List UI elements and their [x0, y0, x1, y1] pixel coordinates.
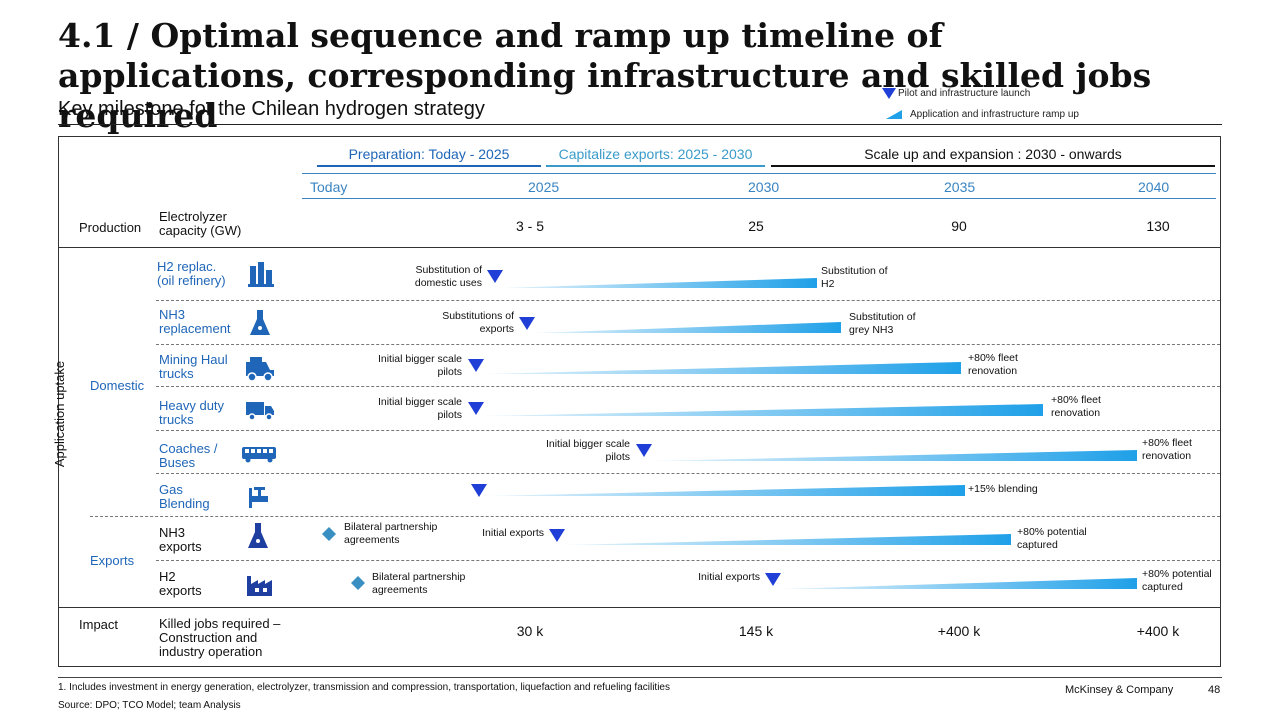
production-value-2040: 130 — [1146, 218, 1170, 234]
year-2035: 2035 — [944, 179, 976, 195]
row-separator — [156, 300, 1220, 301]
impact-label: Killed jobs required – Construction and … — [159, 616, 281, 659]
source-note: Source: DPO; TCO Model; team Analysis — [58, 700, 241, 711]
year-2025: 2025 — [528, 179, 560, 195]
start-text-heavy-duty-trucks: Initial bigger scale pilots — [377, 396, 462, 421]
row-separator — [90, 516, 1220, 517]
year-2030: 2030 — [748, 179, 780, 195]
brand: McKinsey & Company — [1065, 684, 1174, 696]
page-number: 48 — [1208, 684, 1221, 696]
row-separator — [156, 344, 1220, 345]
row-separator — [156, 430, 1220, 431]
end-text-nh3-replacement: Substitution of grey NH3 — [849, 311, 916, 336]
legend-ramp-label: Application and infrastructure ramp up — [910, 108, 1079, 120]
end-text-coaches-buses: +80% fleet renovation — [1142, 437, 1192, 462]
impact-value-2035: +400 k — [937, 623, 981, 639]
row-label-nh3-replacement: NH3 replacement — [159, 307, 231, 336]
end-text-nh3-exports: +80% potential captured — [1017, 526, 1087, 551]
refinery-icon — [248, 262, 274, 287]
flask-icon — [248, 523, 268, 548]
triangle-icon — [882, 88, 896, 99]
production-section-label: Production — [79, 220, 142, 235]
row-separator — [156, 560, 1220, 561]
start-text-coaches-buses: Initial bigger scale pilots — [545, 438, 630, 463]
impact-section-label: Impact — [79, 617, 119, 632]
phase-scale-up: Scale up and expansion : 2030 - onwards — [771, 146, 1215, 167]
bus-icon — [242, 447, 276, 463]
factory-icon — [247, 576, 272, 596]
production-value-2030: 25 — [748, 218, 764, 234]
production-value-2025: 3 - 5 — [515, 218, 544, 234]
end-text-h2-replacement: Substitution of H2 — [821, 265, 888, 290]
page-subtitle: Key milestone for the Chilean hydrogen s… — [58, 98, 485, 120]
legend-pilot-label: Pilot and infrastructure launch — [898, 87, 1031, 99]
year-axis-bottom — [302, 198, 1216, 199]
row-label-coaches-buses: Coaches / Buses — [159, 441, 218, 470]
end-text-h2-exports: +80% potential captured — [1142, 568, 1212, 593]
impact-value-2025: 30 k — [516, 623, 544, 639]
start-text-nh3-replacement: Substitutions of exports — [442, 310, 514, 335]
page-title: 4.1 / Optimal sequence and ramp up timel… — [58, 16, 1152, 135]
header-divider — [58, 124, 1222, 125]
production-value-2035: 90 — [951, 218, 967, 234]
impact-value-2030: 145 k — [738, 623, 774, 639]
end-text-heavy-duty-trucks: +80% fleet renovation — [1051, 394, 1101, 419]
row-separator — [156, 473, 1220, 474]
start-text-h2-exports: Initial exports — [698, 571, 760, 583]
diamond-text-h2-exports: Bilateral partnership agreements — [372, 571, 466, 596]
legend-ramp: Application and infrastructure ramp up — [886, 108, 1079, 120]
exports-label: Exports — [90, 553, 135, 568]
end-text-gas-blending: +15% blending — [968, 483, 1038, 495]
row-label-nh3-exports: NH3 exports — [159, 525, 202, 554]
start-text-h2-replacement: Substitution of domestic uses — [414, 264, 482, 289]
year-today: Today — [310, 179, 348, 195]
valve-icon — [249, 487, 268, 508]
row-separator — [156, 386, 1220, 387]
phase-capitalize: Capitalize exports: 2025 - 2030 — [546, 146, 765, 167]
year-axis-top — [302, 173, 1216, 174]
haul-truck-icon — [246, 357, 274, 382]
ramp-icon — [886, 110, 902, 119]
truck-icon — [246, 402, 274, 421]
start-text-nh3-exports: Initial exports — [482, 527, 544, 539]
domestic-label: Domestic — [90, 378, 145, 393]
phase-preparation-label: Preparation: Today - 2025 — [348, 146, 510, 162]
start-text-mining-haul-trucks: Initial bigger scale pilots — [377, 353, 462, 378]
timeline-frame — [58, 136, 1221, 667]
row-label-heavy-duty-trucks: Heavy duty trucks — [159, 398, 225, 427]
footnote: 1. Includes investment in energy generat… — [58, 682, 670, 693]
phase-capitalize-label: Capitalize exports: 2025 - 2030 — [558, 146, 753, 162]
production-divider — [58, 247, 1221, 248]
phase-preparation: Preparation: Today - 2025 — [317, 146, 541, 167]
row-label-h2-replacement: H2 replac. (oil refinery) — [157, 259, 226, 288]
row-label-h2-exports: H2 exports — [159, 569, 202, 598]
production-label: Electrolyzer capacity (GW) — [159, 209, 242, 238]
flask-icon — [250, 310, 270, 335]
row-label-mining-haul-trucks: Mining Haul trucks — [159, 352, 228, 381]
application-section-label: Application uptake — [52, 360, 67, 468]
row-label-gas-blending: Gas Blending — [159, 482, 210, 511]
diamond-text-nh3-exports: Bilateral partnership agreements — [344, 521, 438, 546]
impact-value-2040: +400 k — [1136, 623, 1180, 639]
footer-divider — [58, 677, 1222, 678]
end-text-mining-haul-trucks: +80% fleet renovation — [968, 352, 1018, 377]
phase-scale-up-label: Scale up and expansion : 2030 - onwards — [864, 146, 1122, 162]
year-2040: 2040 — [1138, 179, 1170, 195]
impact-divider — [58, 607, 1221, 608]
legend-pilot: Pilot and infrastructure launch — [880, 86, 1030, 100]
